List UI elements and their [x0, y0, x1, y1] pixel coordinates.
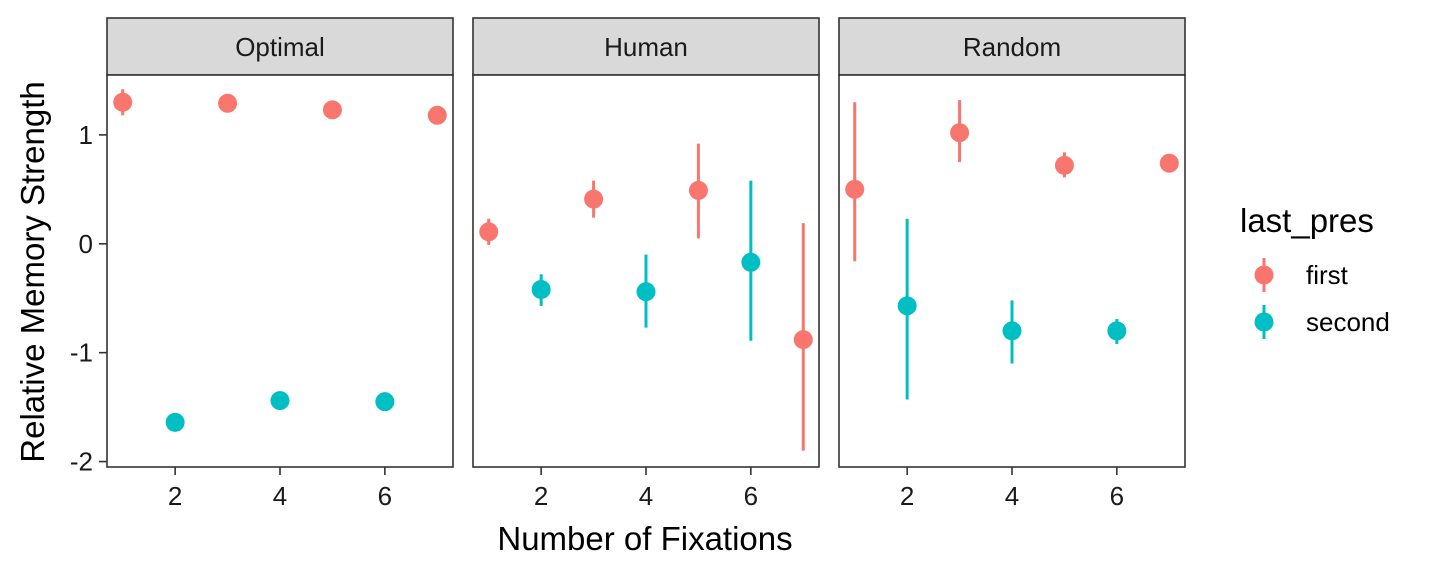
y-tick-label: -1	[70, 338, 93, 368]
series-second	[531, 180, 761, 341]
data-point	[322, 100, 342, 120]
series-first	[113, 89, 447, 125]
x-tick-label: 4	[273, 481, 287, 511]
legend: last_pres first second	[1240, 202, 1390, 339]
facet-strip-label: Random	[963, 32, 1061, 62]
series-second	[165, 391, 395, 432]
data-point	[531, 280, 551, 300]
data-point	[845, 179, 865, 199]
data-point	[1107, 321, 1127, 341]
x-tick-label: 6	[378, 481, 392, 511]
y-axis-title: Relative Memory Strength	[14, 81, 51, 462]
x-tick-label: 6	[744, 481, 758, 511]
facet-human: Human 2 4 6	[472, 17, 820, 511]
facet-strip	[106, 17, 454, 76]
legend-key-dot	[1254, 312, 1274, 332]
data-point	[375, 392, 395, 412]
facets: Optimal 2 4 6 Human 2 4 6 Random 2 4 6	[106, 17, 1186, 511]
legend-item-first: first	[1254, 258, 1349, 292]
x-tick-label: 4	[639, 481, 653, 511]
x-tick-label: 2	[534, 481, 548, 511]
legend-label: second	[1306, 307, 1390, 337]
data-point	[584, 189, 604, 209]
facet-random: Random 2 4 6	[838, 17, 1186, 511]
series-first	[479, 143, 813, 451]
facet-panel	[838, 74, 1186, 468]
series-second	[897, 218, 1127, 400]
legend-key-dot	[1254, 265, 1274, 285]
data-point	[1159, 153, 1179, 173]
data-point	[479, 222, 499, 242]
data-point	[1054, 155, 1074, 175]
legend-item-second: second	[1254, 305, 1390, 339]
data-point	[793, 330, 813, 350]
facet-strip	[838, 17, 1186, 76]
x-axis-title: Number of Fixations	[497, 520, 792, 557]
legend-label: first	[1306, 260, 1349, 290]
y-tick-label: 0	[79, 229, 93, 259]
y-tick-label: -2	[70, 447, 93, 477]
data-point	[897, 296, 917, 316]
data-point	[950, 123, 970, 143]
legend-title: last_pres	[1240, 202, 1374, 239]
data-point	[636, 282, 656, 302]
x-tick-label: 2	[900, 481, 914, 511]
x-tick-label: 4	[1005, 481, 1019, 511]
data-point	[1002, 321, 1022, 341]
data-point	[741, 252, 761, 272]
data-point	[688, 180, 708, 200]
x-tick-label: 6	[1110, 481, 1124, 511]
data-point	[270, 391, 290, 411]
facet-strip-label: Optimal	[235, 32, 325, 62]
series-first	[845, 100, 1179, 262]
facet-optimal: Optimal 2 4 6	[106, 17, 454, 511]
y-tick-label: 1	[79, 120, 93, 150]
y-axis: 1 0 -1 -2	[70, 120, 107, 477]
data-point	[427, 105, 447, 125]
data-point	[113, 92, 133, 112]
facet-strip-label: Human	[604, 32, 688, 62]
facet-strip	[472, 17, 820, 76]
data-point	[218, 93, 238, 113]
x-tick-label: 2	[168, 481, 182, 511]
data-point	[165, 412, 185, 432]
